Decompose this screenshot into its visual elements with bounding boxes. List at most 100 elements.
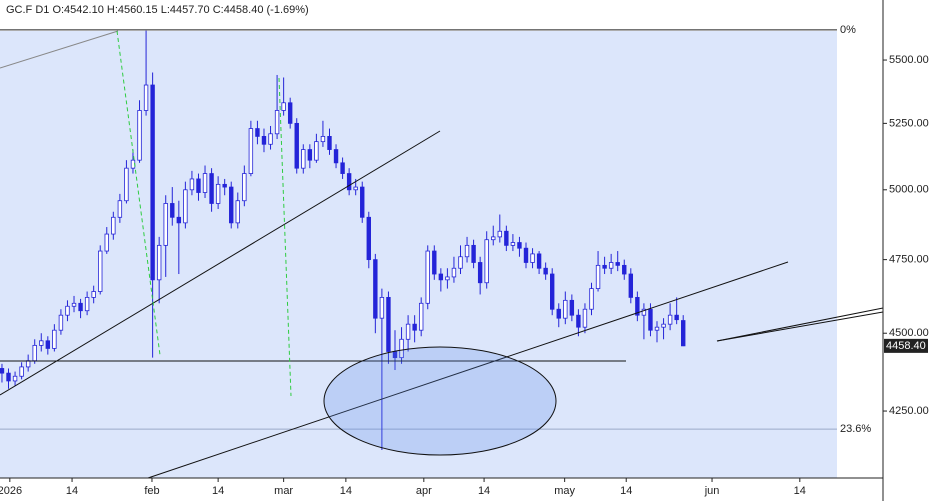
- candle-body: [117, 200, 123, 218]
- candle-body: [373, 259, 378, 319]
- candle-body: [104, 233, 109, 252]
- candle-body: [189, 178, 195, 191]
- candle-body: [484, 239, 489, 284]
- candle-body: [45, 340, 51, 349]
- candle-body: [19, 366, 24, 377]
- x-tick-label: 14: [794, 485, 806, 497]
- candle-body: [451, 267, 457, 278]
- candle-body: [674, 314, 679, 321]
- dashed-line: [116, 30, 161, 356]
- x-tick-label: 14: [478, 485, 490, 497]
- candle-body: [222, 183, 227, 188]
- candle-body: [346, 173, 352, 191]
- candle-body: [229, 186, 234, 224]
- candle-body: [25, 360, 31, 368]
- candle-body: [235, 200, 240, 224]
- trend-line: [716, 311, 884, 342]
- candle-body: [497, 230, 503, 238]
- candle-body: [418, 302, 424, 331]
- candle-body: [39, 340, 44, 346]
- candle-body: [615, 262, 620, 266]
- fib-label: 23.6%: [840, 423, 871, 435]
- candle-body: [150, 84, 155, 281]
- candle-body: [550, 273, 555, 310]
- candle-body: [287, 102, 293, 124]
- candle-body: [648, 308, 653, 331]
- candle-body: [202, 173, 208, 193]
- candle-body: [340, 162, 345, 174]
- candle-body: [183, 189, 188, 224]
- candle-body: [569, 299, 575, 316]
- candle-body: [386, 296, 391, 352]
- candle-body: [170, 203, 175, 218]
- candle-body: [510, 242, 516, 246]
- candle-body: [667, 314, 673, 325]
- trend-line: [0, 30, 119, 69]
- candle-body: [458, 256, 463, 269]
- x-tick-label: mar: [274, 485, 293, 497]
- candle-body: [255, 128, 260, 137]
- candle-body: [6, 372, 11, 382]
- candle-body: [471, 244, 476, 263]
- candle-body: [163, 203, 168, 246]
- candle-body: [65, 305, 70, 316]
- candle-body: [143, 84, 149, 111]
- candle-body: [654, 326, 660, 331]
- candle-body: [464, 244, 470, 258]
- candle-body: [301, 149, 306, 169]
- candle-body: [320, 135, 326, 143]
- candle-body: [314, 141, 319, 161]
- candle-body: [12, 375, 18, 382]
- candle-body: [307, 149, 313, 161]
- candle-body: [608, 262, 614, 269]
- candle-body: [91, 291, 96, 298]
- candle-body: [209, 173, 214, 204]
- candle-body: [641, 308, 647, 316]
- candle-body: [576, 314, 581, 328]
- candle-body: [379, 296, 385, 319]
- drawings: [0, 30, 884, 479]
- candle-body: [360, 186, 365, 218]
- candle-body: [602, 264, 607, 269]
- candle-body: [84, 296, 90, 312]
- candle-body: [412, 323, 417, 331]
- y-tick-label: 5250.00: [889, 117, 929, 129]
- candle-body: [71, 302, 77, 307]
- candle-body: [517, 242, 522, 249]
- candle-body: [425, 250, 430, 304]
- x-tick-label: 14: [212, 485, 224, 497]
- candle-body: [156, 244, 162, 281]
- candle-body: [327, 135, 332, 150]
- last-price-label: 4458.40: [886, 340, 926, 352]
- x-tick-label: apr: [416, 485, 432, 497]
- last-price-box: [884, 338, 928, 353]
- y-tick-label: 4750.00: [889, 254, 929, 266]
- candle-body: [176, 216, 182, 224]
- y-tick-label: 4500.00: [889, 327, 929, 339]
- x-tick-label: may: [554, 485, 575, 497]
- x-tick-label: 14: [620, 485, 632, 497]
- candle-body: [595, 264, 601, 289]
- trend-line: [716, 307, 884, 342]
- candle-body: [563, 299, 568, 319]
- candle-body: [366, 216, 371, 261]
- candle-body: [274, 110, 280, 135]
- x-tick-label: jun: [704, 485, 720, 497]
- fib-label: 0%: [840, 24, 856, 36]
- x-tick-label: 14: [66, 485, 78, 497]
- y-tick-label: 5000.00: [889, 184, 929, 196]
- candle-body: [405, 323, 411, 340]
- candle-body: [661, 323, 666, 328]
- candle-body: [523, 247, 529, 263]
- candle-body: [432, 250, 437, 275]
- candle-body: [530, 253, 535, 263]
- candle-body: [681, 320, 686, 347]
- candle-body: [78, 302, 83, 312]
- candle-body: [281, 102, 286, 111]
- candle-body: [628, 273, 634, 298]
- candle-body: [445, 276, 450, 281]
- candle-body: [438, 273, 444, 281]
- candle-body: [589, 288, 594, 310]
- candle-body: [543, 267, 548, 275]
